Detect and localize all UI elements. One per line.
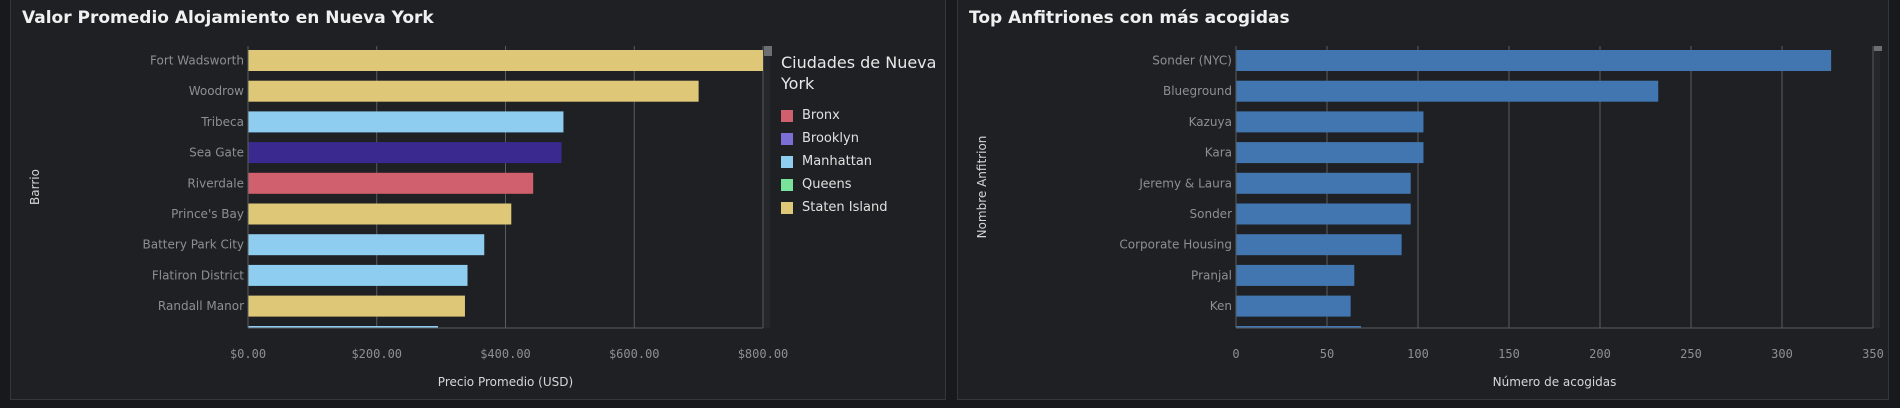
- legend-label: Staten Island: [802, 200, 888, 215]
- category-label: Flatiron District: [152, 268, 244, 282]
- partial-bar: [1236, 326, 1361, 328]
- bar[interactable]: [1236, 111, 1424, 133]
- legend-label: Queens: [802, 177, 852, 192]
- x-tick-label: 50: [1320, 347, 1334, 361]
- bar[interactable]: [1236, 142, 1424, 164]
- y-axis-title: Nombre Anfitrion: [975, 136, 989, 239]
- x-tick-label: 100: [1407, 347, 1429, 361]
- bar[interactable]: [1236, 295, 1351, 317]
- legend-item[interactable]: Brooklyn: [781, 127, 951, 150]
- legend-item[interactable]: Bronx: [781, 104, 951, 127]
- left-chart-panel: Valor Promedio Alojamiento en Nueva York…: [10, 0, 946, 400]
- bar[interactable]: [248, 172, 534, 194]
- left-chart-title: Valor Promedio Alojamiento en Nueva York: [22, 8, 434, 28]
- category-label: Randall Manor: [158, 299, 244, 313]
- category-label: Corporate Housing: [1119, 238, 1232, 252]
- x-tick-label: $200.00: [351, 347, 402, 361]
- category-label: Tribeca: [200, 115, 244, 129]
- legend-swatch: [781, 201, 793, 214]
- scrollbar-track[interactable]: [1874, 46, 1880, 328]
- legend-label: Brooklyn: [802, 131, 859, 146]
- bar[interactable]: [248, 295, 465, 317]
- category-label: Kazuya: [1189, 115, 1232, 129]
- category-label: Fort Wadsworth: [150, 54, 244, 68]
- x-tick-label: 300: [1771, 347, 1793, 361]
- legend-swatch: [781, 178, 793, 191]
- right-chart-title: Top Anfitriones con más acogidas: [969, 8, 1290, 28]
- category-label: Riverdale: [187, 176, 244, 190]
- x-tick-label: 350: [1862, 347, 1884, 361]
- bar[interactable]: [248, 203, 512, 225]
- category-label: Woodrow: [189, 84, 244, 98]
- x-tick-label: 200: [1589, 347, 1611, 361]
- x-tick-label: 250: [1680, 347, 1702, 361]
- scrollbar-track[interactable]: [764, 46, 770, 328]
- scrollbar-thumb[interactable]: [1874, 46, 1882, 51]
- x-axis-title: Número de acogidas: [1493, 375, 1617, 389]
- partial-bar: [248, 326, 438, 328]
- bar[interactable]: [248, 264, 468, 286]
- x-tick-label: 0: [1232, 347, 1239, 361]
- legend-item[interactable]: Manhattan: [781, 150, 951, 173]
- legend-title: Ciudades de Nueva York: [781, 53, 937, 93]
- category-label: Prince's Bay: [171, 207, 244, 221]
- legend-item[interactable]: Queens: [781, 173, 951, 196]
- category-label: Kara: [1205, 146, 1232, 160]
- bar[interactable]: [1236, 203, 1411, 225]
- bar[interactable]: [1236, 80, 1659, 102]
- category-label: Battery Park City: [143, 238, 245, 252]
- bar[interactable]: [248, 234, 485, 256]
- category-label: Sonder: [1190, 207, 1233, 221]
- x-tick-label: 150: [1498, 347, 1520, 361]
- legend-label: Manhattan: [802, 154, 873, 169]
- legend-swatch: [781, 155, 793, 168]
- scrollbar-thumb[interactable]: [764, 46, 772, 56]
- hosts-bar-chart: 0 50 100 150 200 250 300 350 Sonder (NYC) Bluegro…: [975, 46, 1884, 389]
- category-label: Sea Gate: [189, 146, 244, 160]
- bar[interactable]: [1236, 172, 1411, 194]
- right-chart-panel: Top Anfitriones con más acogidas 0 50 100 1…: [957, 0, 1889, 400]
- legend-swatch: [781, 109, 793, 122]
- bar[interactable]: [1236, 264, 1355, 286]
- category-label: Ken: [1210, 299, 1232, 313]
- x-tick-label: $600.00: [609, 347, 660, 361]
- legend-label: Bronx: [802, 108, 840, 123]
- bar[interactable]: [1236, 234, 1402, 256]
- legend-item[interactable]: Staten Island: [781, 196, 951, 219]
- bar[interactable]: [248, 80, 699, 102]
- x-tick-label: $0.00: [230, 347, 266, 361]
- x-tick-label: $400.00: [480, 347, 531, 361]
- category-label: Jeremy & Laura: [1138, 176, 1232, 190]
- x-tick-label: $800.00: [738, 347, 789, 361]
- category-label: Sonder (NYC): [1152, 54, 1232, 68]
- category-label: Pranjal: [1191, 268, 1232, 282]
- y-axis-title: Barrio: [28, 169, 42, 205]
- price-bar-chart: $0.00 $200.00 $400.00 $600.00 $800.00 Fort Wa…: [28, 46, 789, 389]
- x-axis-title: Precio Promedio (USD): [438, 375, 573, 389]
- category-label: Blueground: [1163, 84, 1232, 98]
- bar[interactable]: [248, 111, 564, 133]
- cities-legend: Ciudades de Nueva York Bronx Brooklyn Manh…: [781, 52, 951, 219]
- bar[interactable]: [1236, 50, 1832, 71]
- bar[interactable]: [248, 50, 763, 71]
- bar[interactable]: [248, 142, 562, 164]
- legend-swatch: [781, 132, 793, 145]
